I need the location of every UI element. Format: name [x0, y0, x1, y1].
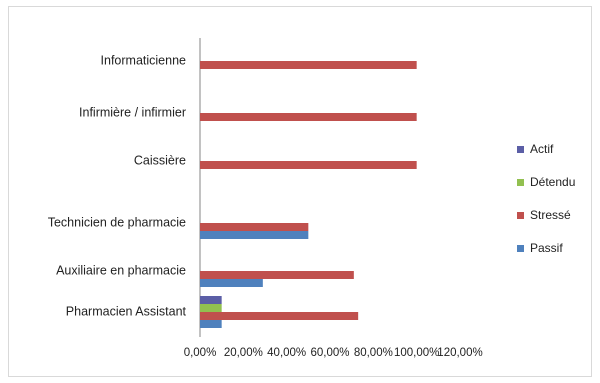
bars-group [200, 61, 417, 328]
category-label-4: Auxiliaire en pharmacie [56, 263, 186, 277]
legend-swatch-1 [517, 179, 524, 186]
category-label-0: Informaticienne [101, 53, 187, 67]
bar-stress--4 [200, 271, 354, 279]
x-tick-6: 120,00% [437, 347, 482, 359]
bar-passif-3 [200, 231, 309, 239]
x-tick-0: 0,00% [184, 347, 217, 359]
legend-label-0: Actif [530, 142, 554, 156]
bar-actif-5 [200, 296, 222, 304]
category-labels: Informaticienne Infirmière / infirmier Cai… [48, 53, 187, 318]
legend: Actif Détendu Stressé Passif [517, 142, 575, 255]
category-label-1: Infirmière / infirmier [79, 105, 186, 119]
bar-passif-4 [200, 279, 263, 287]
bar-stress--3 [200, 223, 309, 231]
x-tick-4: 80,00% [354, 347, 393, 359]
category-label-3: Technicien de pharmacie [48, 215, 186, 229]
category-label-2: Caissière [134, 153, 186, 167]
legend-label-1: Détendu [530, 175, 575, 189]
legend-label-3: Passif [530, 241, 563, 255]
x-tick-labels: 0,00% 20,00% 40,00% 60,00% 80,00% 100,00%120,… [184, 347, 483, 359]
legend-swatch-0 [517, 146, 524, 153]
bar-stress--1 [200, 113, 417, 121]
legend-swatch-2 [517, 212, 524, 219]
bar-stress--0 [200, 61, 417, 69]
x-tick-5: 100,00% [394, 347, 439, 359]
x-tick-2: 40,00% [267, 347, 306, 359]
bar-d-tendu-5 [200, 304, 222, 312]
bar-stress--2 [200, 161, 417, 169]
legend-label-2: Stressé [530, 208, 571, 222]
bar-stress--5 [200, 312, 359, 320]
bar-passif-5 [200, 320, 222, 328]
x-tick-1: 20,00% [224, 347, 263, 359]
x-tick-3: 60,00% [310, 347, 349, 359]
category-label-5: Pharmacien Assistant [66, 304, 187, 318]
legend-swatch-3 [517, 245, 524, 252]
